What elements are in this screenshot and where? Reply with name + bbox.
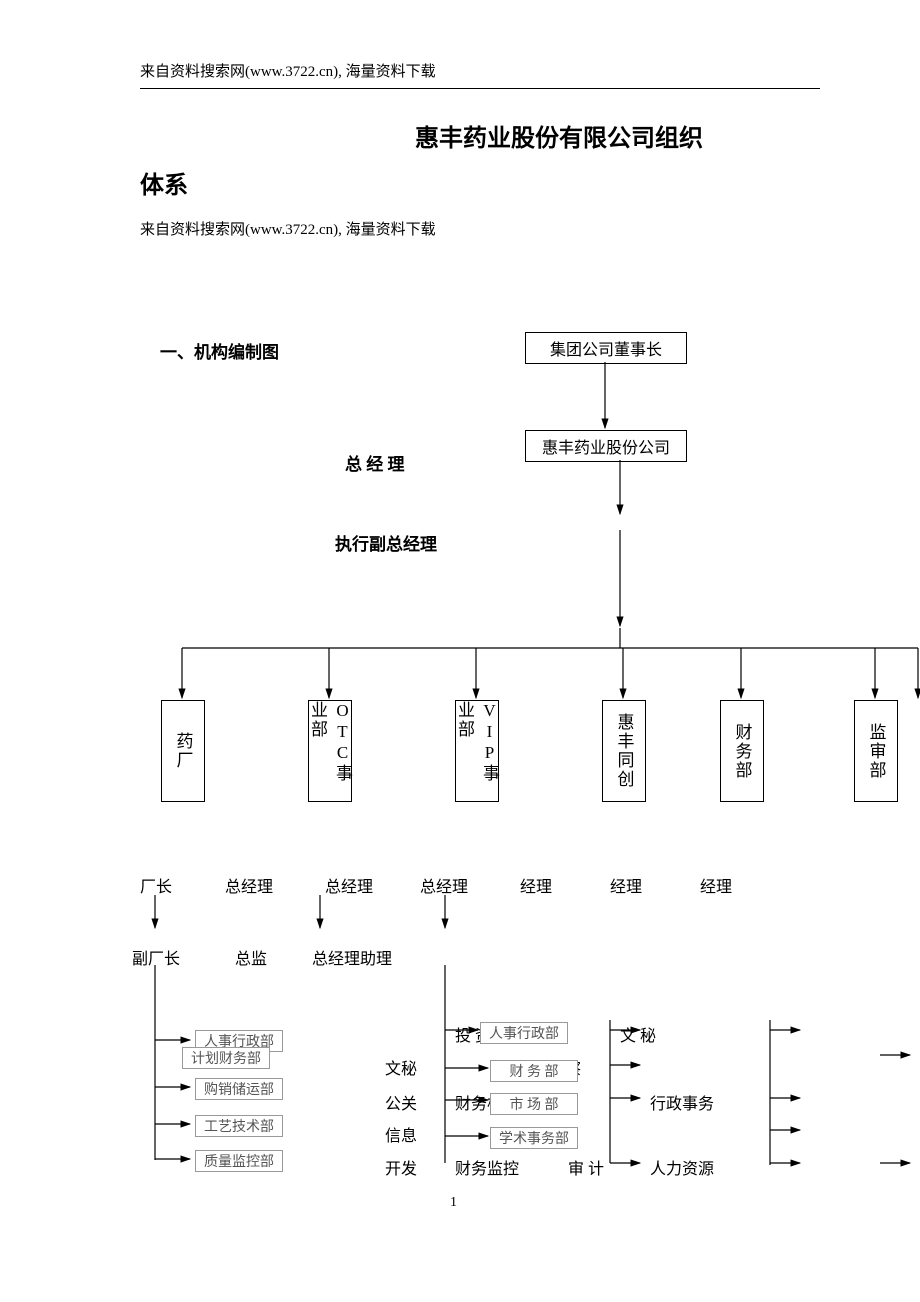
org-chart-lines (0, 0, 920, 1302)
